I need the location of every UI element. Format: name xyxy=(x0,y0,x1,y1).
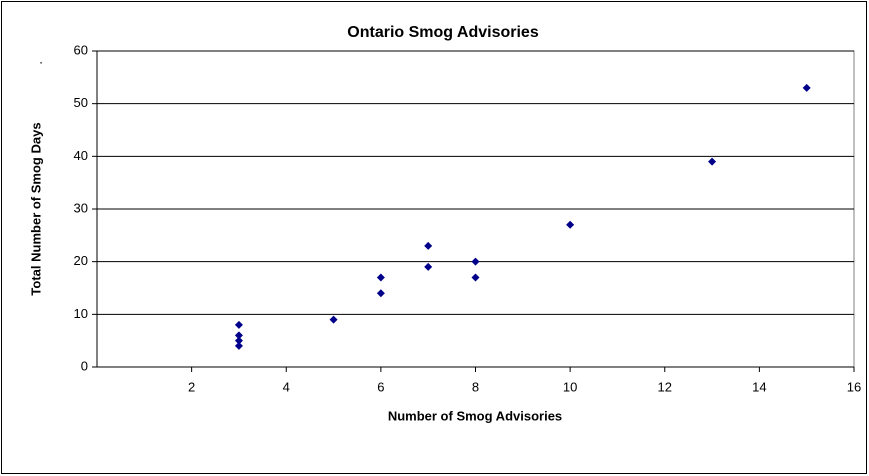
x-tick-label: 14 xyxy=(752,379,766,394)
point xyxy=(329,315,338,324)
x-tick-label: 16 xyxy=(847,379,861,394)
chart-title: Ontario Smog Advisories xyxy=(347,24,539,41)
y-tick-label: 10 xyxy=(74,306,88,321)
point xyxy=(376,273,385,282)
y-tick-label: 20 xyxy=(74,253,88,268)
x-tick-label: 8 xyxy=(472,379,479,394)
point xyxy=(471,273,480,282)
point xyxy=(234,331,243,340)
point xyxy=(424,241,433,250)
x-tick-label: 6 xyxy=(377,379,384,394)
point xyxy=(566,220,575,229)
annotation: . xyxy=(39,51,43,66)
point xyxy=(234,336,243,345)
point xyxy=(471,257,480,266)
y-tick-label: 30 xyxy=(74,200,88,215)
point xyxy=(802,83,811,92)
point xyxy=(708,157,717,166)
x-tick-label: 10 xyxy=(563,379,577,394)
point xyxy=(424,262,433,271)
x-tick-label: 2 xyxy=(188,379,195,394)
point xyxy=(376,289,385,298)
x-tick-label: 4 xyxy=(283,379,290,394)
y-tick-label: 50 xyxy=(74,95,88,110)
y-tick-label: 60 xyxy=(74,42,88,57)
x-tick-label: 12 xyxy=(658,379,672,394)
y-axis-label: Total Number of Smog Days xyxy=(28,122,43,295)
point xyxy=(234,341,243,350)
y-tick-label: 0 xyxy=(81,358,88,373)
x-axis-label: Number of Smog Advisories xyxy=(388,408,562,423)
y-tick-label: 40 xyxy=(74,148,88,163)
point xyxy=(234,320,243,329)
